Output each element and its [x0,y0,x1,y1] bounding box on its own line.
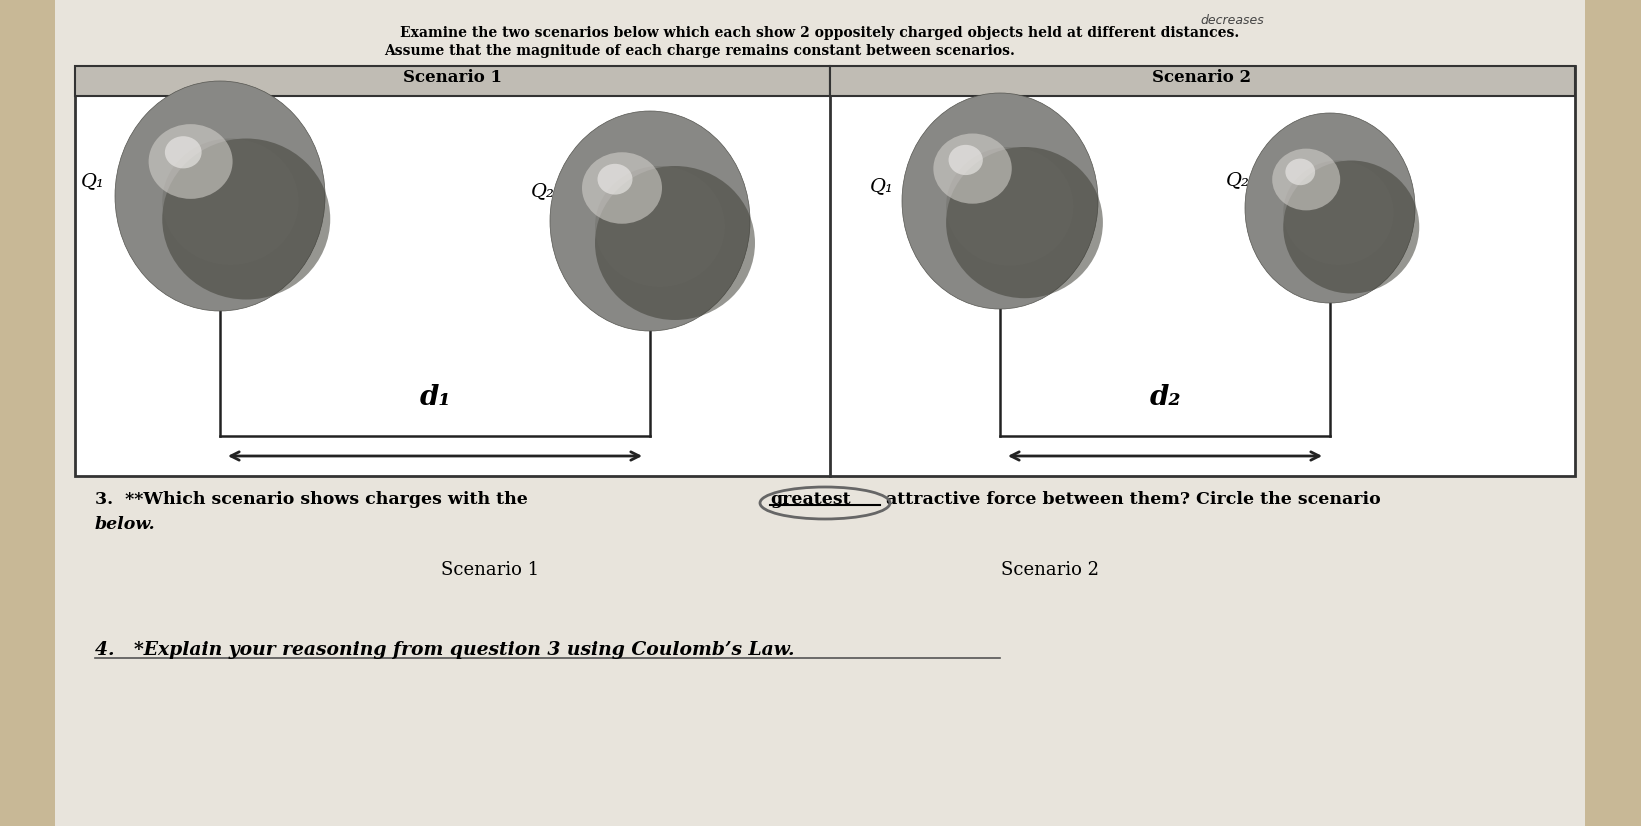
Text: Q₁: Q₁ [80,172,105,190]
Text: Scenario 1: Scenario 1 [404,69,502,87]
Ellipse shape [149,124,233,199]
Ellipse shape [948,145,983,175]
Text: Q₁: Q₁ [870,177,894,195]
Text: below.: below. [95,516,156,533]
Ellipse shape [162,139,330,300]
Ellipse shape [1283,160,1419,293]
Text: 4.   *Explain your reasoning from question 3 using Coulomb’s Law.: 4. *Explain your reasoning from question… [95,641,794,659]
FancyBboxPatch shape [75,66,1575,476]
Ellipse shape [164,136,202,169]
Text: attractive force between them? Circle the scenario: attractive force between them? Circle th… [880,491,1380,508]
Ellipse shape [597,164,632,195]
Ellipse shape [596,166,755,320]
Text: Examine the two scenarios below which each show 2 oppositely charged objects hel: Examine the two scenarios below which ea… [400,26,1239,40]
Text: greatest: greatest [770,491,850,508]
Text: Scenario 2: Scenario 2 [1152,69,1252,87]
Text: d₁: d₁ [418,384,451,411]
Ellipse shape [583,152,661,224]
Text: Scenario 2: Scenario 2 [1001,561,1099,579]
Ellipse shape [115,81,325,311]
FancyBboxPatch shape [830,66,1575,96]
Text: Scenario 1: Scenario 1 [441,561,538,579]
Ellipse shape [596,166,725,287]
FancyBboxPatch shape [75,66,830,96]
FancyBboxPatch shape [56,0,1585,826]
Ellipse shape [1246,113,1415,303]
Ellipse shape [947,147,1103,298]
Ellipse shape [934,134,1012,204]
Ellipse shape [903,93,1098,309]
Text: Q₂: Q₂ [1226,171,1250,189]
Ellipse shape [1272,149,1341,211]
Text: Q₂: Q₂ [532,182,555,200]
Ellipse shape [550,111,750,331]
Ellipse shape [947,147,1073,266]
Ellipse shape [1283,160,1393,265]
Ellipse shape [1285,159,1314,185]
Text: Assume that the magnitude of each charge remains constant between scenarios.: Assume that the magnitude of each charge… [384,44,1016,58]
Text: decreases: decreases [1200,14,1264,27]
Ellipse shape [162,139,299,265]
Text: d₂: d₂ [1149,384,1182,411]
Text: 3.  **Which scenario shows charges with the: 3. **Which scenario shows charges with t… [95,491,533,508]
